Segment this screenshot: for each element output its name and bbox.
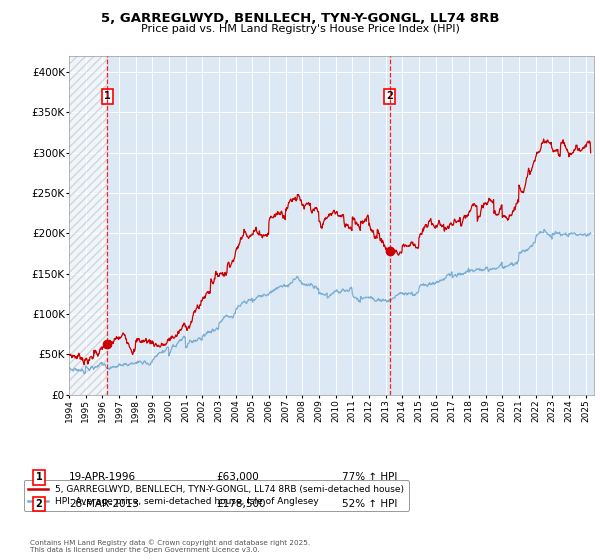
Text: Price paid vs. HM Land Registry's House Price Index (HPI): Price paid vs. HM Land Registry's House … [140, 24, 460, 34]
Text: £178,500: £178,500 [216, 499, 265, 509]
Bar [69, 56, 107, 395]
Text: 2: 2 [35, 499, 43, 509]
Text: £63,000: £63,000 [216, 472, 259, 482]
Text: Contains HM Land Registry data © Crown copyright and database right 2025.
This d: Contains HM Land Registry data © Crown c… [30, 540, 310, 553]
Text: 28-MAR-2013: 28-MAR-2013 [69, 499, 139, 509]
Text: 52% ↑ HPI: 52% ↑ HPI [342, 499, 397, 509]
Text: 5, GARREGLWYD, BENLLECH, TYN-Y-GONGL, LL74 8RB: 5, GARREGLWYD, BENLLECH, TYN-Y-GONGL, LL… [101, 12, 499, 25]
Text: 1: 1 [104, 91, 111, 101]
Text: 77% ↑ HPI: 77% ↑ HPI [342, 472, 397, 482]
Text: 2: 2 [386, 91, 393, 101]
Text: 19-APR-1996: 19-APR-1996 [69, 472, 136, 482]
Legend: 5, GARREGLWYD, BENLLECH, TYN-Y-GONGL, LL74 8RB (semi-detached house), HPI: Avera: 5, GARREGLWYD, BENLLECH, TYN-Y-GONGL, LL… [23, 480, 409, 511]
Text: 1: 1 [35, 472, 43, 482]
